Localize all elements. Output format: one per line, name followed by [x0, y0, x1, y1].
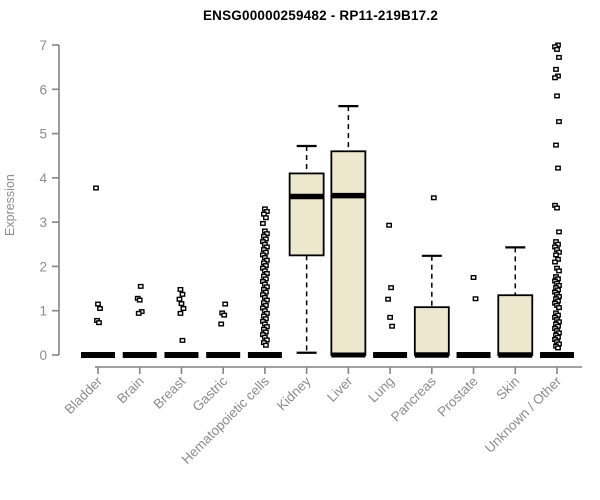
outlier-point	[179, 337, 186, 343]
outlier-point	[554, 205, 560, 211]
outlier-point	[263, 302, 269, 308]
x-tick-label: Gastric	[189, 373, 230, 414]
x-tick-label: Pancreas	[388, 373, 439, 424]
outlier-point	[97, 306, 103, 312]
outlier-point	[264, 324, 270, 330]
outlier-point	[264, 271, 270, 277]
outlier-point	[264, 284, 270, 290]
y-tick-label: 1	[39, 304, 47, 319]
outlier-point	[263, 316, 269, 322]
x-tick-label: Brain	[114, 374, 147, 407]
outlier-point	[177, 310, 184, 316]
outlier-point	[176, 296, 183, 302]
y-tick-label: 7	[39, 38, 47, 53]
outlier-point	[264, 209, 270, 215]
outlier-point	[386, 222, 392, 228]
outlier-point	[472, 296, 479, 302]
outlier-point	[555, 256, 561, 262]
outlier-point	[554, 93, 560, 99]
outlier-point	[180, 306, 187, 312]
box	[497, 294, 534, 356]
outlier-point	[552, 75, 558, 81]
x-tick-label: Lung	[365, 374, 397, 406]
outlier-point	[263, 289, 269, 295]
outlier-point	[264, 310, 270, 316]
outlier-point	[556, 305, 562, 311]
x-tick-label: Bladder	[62, 373, 106, 417]
outlier-point	[555, 345, 561, 351]
outlier-point	[93, 185, 99, 191]
y-tick-label: 3	[39, 215, 47, 230]
outlier-point	[263, 342, 269, 348]
outlier-point	[430, 195, 437, 201]
outlier-point	[177, 286, 184, 292]
outlier-point	[263, 249, 269, 255]
outlier-point	[556, 229, 562, 235]
outlier-point	[179, 291, 186, 297]
x-tick-label: Prostate	[435, 374, 481, 420]
y-tick-label: 5	[39, 127, 47, 142]
outlier-point	[178, 301, 185, 307]
outlier-point	[222, 301, 229, 307]
outlier-point	[264, 257, 270, 263]
x-tick-label: Liver	[324, 373, 356, 405]
y-tick-label: 2	[39, 259, 47, 274]
outlier-point	[555, 241, 561, 247]
chart-title: ENSG00000259482 - RP11-219B17.2	[202, 8, 439, 23]
outlier-point	[263, 236, 269, 242]
x-tick-label: Breast	[150, 373, 188, 411]
outlier-point	[388, 285, 394, 291]
outlier-point	[135, 310, 142, 316]
x-tick-label: Kidney	[274, 373, 314, 413]
outlier-point	[553, 66, 559, 72]
box	[288, 172, 325, 257]
outlier-point	[389, 323, 395, 329]
outlier-point	[263, 276, 269, 282]
outlier-point	[264, 244, 270, 250]
outlier-point	[556, 249, 562, 255]
outlier-point	[263, 329, 269, 335]
outlier-point	[555, 165, 561, 171]
outlier-point	[556, 268, 562, 274]
box	[330, 150, 367, 356]
outlier-point	[264, 337, 270, 343]
y-tick-label: 6	[39, 82, 47, 97]
y-tick-label: 4	[39, 171, 47, 186]
outlier-point	[556, 119, 562, 125]
outlier-point	[260, 220, 266, 226]
outlier-point	[218, 321, 225, 327]
outlier-point	[263, 263, 269, 269]
outlier-point	[554, 46, 560, 52]
outlier-point	[96, 320, 102, 326]
outlier-point	[136, 297, 143, 303]
outlier-point	[552, 259, 558, 265]
outlier-point	[95, 301, 101, 307]
outlier-point	[553, 142, 559, 148]
outlier-point	[264, 297, 270, 303]
outlier-point	[553, 252, 559, 258]
outlier-point	[264, 231, 270, 237]
box	[413, 306, 450, 356]
x-tick-label: Skin	[493, 374, 522, 403]
outlier-point	[470, 275, 477, 281]
x-tick-label: Unknown / Other	[482, 373, 565, 456]
outlier-point	[263, 215, 269, 221]
outlier-point	[385, 296, 391, 302]
y-tick-label: 0	[39, 348, 47, 363]
outlier-point	[221, 312, 228, 318]
outlier-point	[387, 314, 393, 320]
outlier-point	[137, 283, 144, 289]
outlier-point	[556, 54, 562, 60]
